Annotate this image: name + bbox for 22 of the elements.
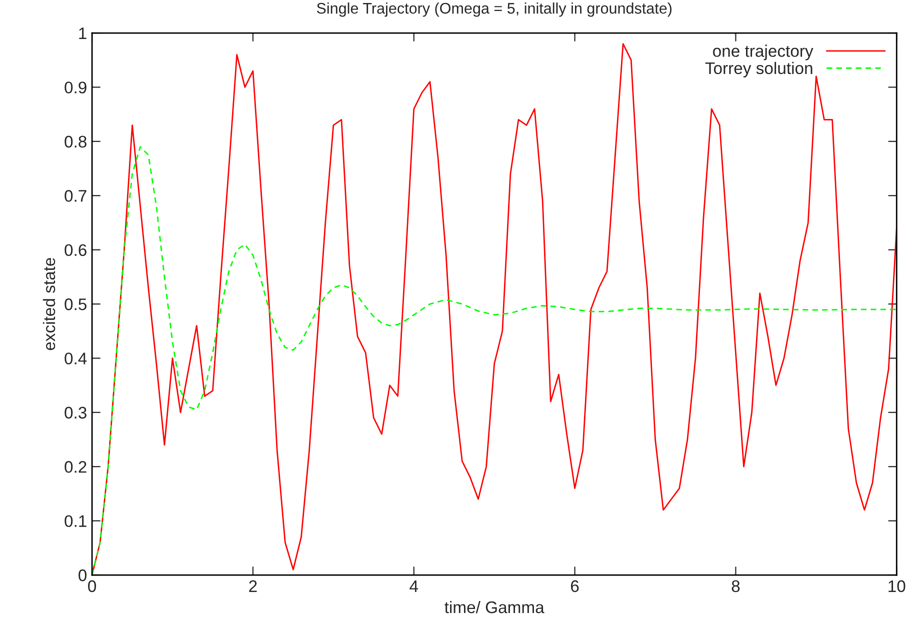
y-tick-label: 0.6	[64, 244, 86, 256]
x-tick-label: 2	[249, 580, 257, 592]
y-tick-label: 0.8	[64, 136, 86, 148]
y-tick-label: 0.2	[64, 461, 86, 473]
y-tick-label: 0.3	[64, 406, 86, 419]
x-tick-label: 6	[571, 580, 579, 592]
y-tick-label: 0.7	[64, 190, 86, 202]
x-tick-label: 8	[732, 580, 740, 592]
x-tick-label: 0	[88, 580, 96, 592]
y-tick-label: 0.5	[64, 298, 86, 310]
x-axis-title: time/ Gamma	[444, 600, 544, 614]
y-tick-label: 0.4	[64, 352, 87, 364]
chart-title: Single Trajectory (Omega = 5, initally in groundstate)	[316, 2, 672, 17]
legend-label: one trajectory	[713, 44, 814, 60]
y-tick-label: 0.9	[64, 82, 86, 94]
x-tick-label: 4	[410, 580, 418, 592]
y-tick-label: 0	[78, 569, 87, 582]
y-axis-title: excited state	[42, 258, 56, 350]
y-tick-label: 1	[79, 28, 86, 40]
x-tick-label: 10	[888, 580, 906, 592]
legend-label: Torrey solution	[705, 62, 812, 78]
y-tick-label: 0.1	[64, 515, 86, 528]
